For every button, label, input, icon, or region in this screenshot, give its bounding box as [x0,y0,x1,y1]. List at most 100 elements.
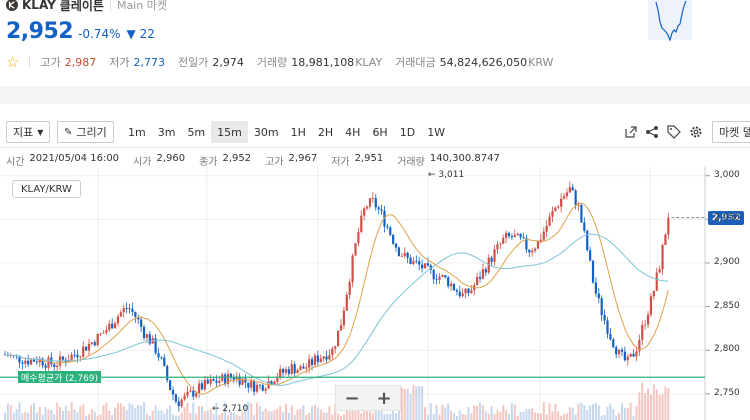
volume-bar [87,413,91,420]
candle-body [302,366,305,369]
candlestick-chart[interactable] [0,167,750,420]
interval-1m[interactable]: 1m [128,125,146,139]
volume-bar [618,413,621,420]
interval-4H[interactable]: 4H [345,125,361,139]
volume-bar [114,407,117,420]
candle-body [279,368,282,378]
volume-bar [183,407,186,420]
market-detail-button[interactable]: 마켓 델 [712,121,750,143]
volume-bar [502,405,505,420]
candle-body [617,349,621,355]
candle-body [394,243,398,248]
volume-bar [177,415,180,420]
interval-3m[interactable]: 3m [157,125,176,139]
volume-bar [528,409,531,420]
favorite-star-icon[interactable]: ☆ [6,53,20,71]
candle-body [134,311,137,317]
volume-bar [90,409,93,420]
volume-bar [140,405,143,420]
candle-body [667,217,670,235]
low-value: 2,773 [133,55,165,69]
candle-body [606,320,609,334]
volume-bar [67,410,70,420]
indicator-dropdown[interactable]: 지표 ▼ [6,121,51,143]
volume-bar [290,405,293,420]
volume-bar [647,388,650,420]
candle-body [528,249,531,253]
volume-bar [395,413,398,420]
interval-1D[interactable]: 1D [399,125,416,139]
current-price: 2,952 [6,19,74,44]
volume-bar [371,413,374,420]
volume-bar [447,403,450,420]
draw-button[interactable]: ✎ 그리기 [57,121,114,143]
klay-coin-icon [6,0,18,11]
tag-icon[interactable] [667,125,681,139]
share-icon[interactable] [645,125,659,139]
volume-value: 18,981,108KLAY [291,55,383,69]
popout-icon[interactable] [624,125,638,139]
y-tick-label: 2,950 [714,213,740,224]
volume-bar [432,414,435,420]
volume-bar [279,405,282,420]
zoom-out-button[interactable]: − [344,387,360,409]
high-label: 고가 [265,157,284,168]
volume-bar [606,407,609,420]
volume-bar [85,415,88,420]
volume-bar [296,409,299,420]
volume-bar [143,402,146,420]
volume-bar [366,403,369,420]
volume-bar [108,410,111,420]
volume-bar [473,405,476,420]
candle-body [273,381,276,385]
volume-bar [435,404,438,420]
volume-bar [351,406,354,420]
volume-bar [70,402,73,420]
candle-body [212,379,215,381]
volume-bar [641,382,644,420]
candle-body [70,354,73,361]
volume-bar [400,387,403,420]
candle-body [308,359,311,368]
interval-15m[interactable]: 15m [211,121,248,143]
volume-bar [125,410,128,420]
price-chart[interactable]: KLAY/KRW 매수평균가 (2,769) 2,952 ← 3,011 ← 2… [0,167,750,420]
interval-30m[interactable]: 30m [253,125,279,139]
prev-close-label: 전일가 [177,56,209,69]
gear-icon[interactable] [689,125,703,139]
chart-toolbar: 지표 ▼ ✎ 그리기 1m 3m 5m 15m 30m 1H 2H 4H 6H 1D 1W 마켓 델 [0,104,750,148]
volume-label: 거래량 [256,56,288,69]
candle-body [447,277,450,287]
candle-body [646,314,650,325]
interval-1W[interactable]: 1W [427,125,446,139]
volume-bar [481,405,484,420]
volume-bar [163,413,166,420]
candle-body [145,334,149,338]
candle-body [499,243,502,245]
volume-bar [313,404,316,420]
volume-bar [609,403,612,420]
volume-bar [455,415,458,420]
candle-body [90,342,93,344]
interval-6H[interactable]: 6H [372,125,388,139]
candle-body [53,364,56,368]
candle-body [502,237,505,244]
volume-bar [96,415,99,420]
candle-body [200,383,204,390]
volume-bar [319,409,322,420]
candle-body [525,238,528,250]
ma-long-line [4,233,669,386]
candle-body [125,308,128,309]
candle-body [513,235,516,238]
interval-5m[interactable]: 5m [187,125,206,139]
volume-bar [212,414,215,420]
interval-1H[interactable]: 1H [290,125,306,139]
volume-bar [171,414,175,420]
zoom-in-button[interactable]: + [376,387,392,409]
interval-2H[interactable]: 2H [317,125,334,139]
candle-body [119,312,122,317]
volume-bar [224,402,227,420]
mini-sparkline [648,0,692,42]
candle-body [591,260,595,283]
volume-bar [247,402,250,420]
